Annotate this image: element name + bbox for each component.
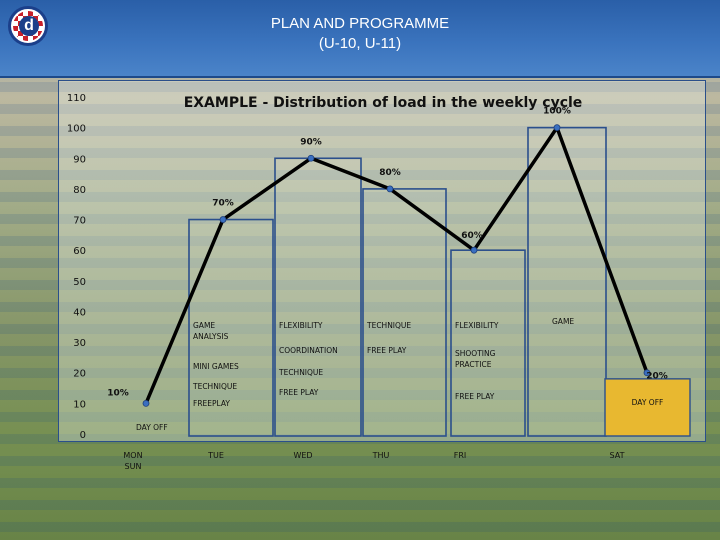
x-tick-label: FRI	[454, 451, 467, 460]
x-tick-label: TUE	[207, 451, 224, 460]
bar-activity-label: FREE PLAY	[367, 346, 407, 355]
bar-activity-label: TECHNIQUE	[366, 321, 411, 330]
y-tick-label: 80	[73, 185, 86, 196]
bar-activity-label: COORDINATION	[279, 346, 338, 355]
activity-line: FREE PLAY	[279, 388, 319, 397]
activity-line: DAY OFF	[136, 423, 168, 432]
activity-line: TECHNIQUE	[278, 368, 323, 377]
y-tick-label: 90	[73, 154, 86, 165]
x-tick-label: THU	[372, 451, 390, 460]
data-point	[142, 399, 150, 407]
x-tick-line: MON	[123, 451, 142, 460]
bars-layer: DAY OFF GAME ANALYSIS MINI GAMES TECHNIQUE FR…	[136, 126, 691, 437]
page-title: PLAN AND PROGRAMME (U-10, U-11)	[0, 14, 720, 54]
activity-line: FLEXIBILITY	[455, 321, 499, 330]
bar-fri	[450, 249, 526, 437]
background-photo	[0, 60, 720, 540]
y-tick-label: 50	[73, 277, 86, 288]
bar-activity-label: FLEXIBILITY	[455, 321, 499, 330]
data-point	[643, 369, 651, 377]
x-tick-line: SAT	[610, 451, 625, 460]
bar-day-off	[604, 378, 691, 437]
data-label: 10%	[107, 388, 129, 398]
bar-activity-label: FREE PLAY	[279, 388, 319, 397]
y-tick-label: 0	[80, 430, 86, 441]
chart-title-rest: - Distribution of load in the weekly cyc…	[258, 95, 583, 111]
title-line-2: (U-10, U-11)	[318, 35, 402, 52]
bar-activity-label: DAY OFF	[136, 423, 168, 432]
activity-line: FREE PLAY	[455, 392, 495, 401]
data-label: 70%	[212, 199, 234, 209]
series-layer: 10% 70% 90% 80% 60% 100% 20%	[107, 107, 668, 407]
data-point	[386, 185, 394, 193]
y-tick-label: 70	[73, 216, 86, 227]
chart-title-bold: EXAMPLE	[184, 95, 258, 111]
x-tick-label: WED	[293, 451, 312, 460]
activity-line: PRACTICE	[455, 360, 492, 369]
activity-line: FREEPLAY	[193, 399, 230, 408]
bar-activity-label: MINI GAMES	[193, 362, 239, 371]
bar-activity-label: FLEXIBILITY	[279, 321, 323, 330]
y-tick-label: 60	[73, 246, 86, 257]
bar-sat	[527, 126, 607, 437]
activity-line: ANALYSIS	[193, 332, 229, 341]
activity-line: GAME	[552, 317, 574, 326]
y-tick-label: 110	[67, 93, 86, 104]
activity-line: TECHNIQUE	[192, 382, 237, 391]
bar-activity-label: TECHNIQUE	[278, 368, 323, 377]
activity-line: MINI GAMES	[193, 362, 239, 371]
data-point	[470, 246, 478, 254]
x-axis: MON SUN TUE WED THU FRI SAT	[123, 451, 624, 471]
slide-header: d PLAN AND PROGRAMME (U-10, U-11)	[0, 0, 720, 78]
data-label: 80%	[379, 168, 401, 178]
bar-tue	[188, 218, 274, 437]
x-tick-line: FRI	[454, 451, 467, 460]
activity-line: GAME	[193, 321, 215, 330]
data-label: 100%	[543, 107, 571, 117]
activity-line: DAY OFF	[632, 398, 664, 407]
x-tick-line: WED	[293, 451, 312, 460]
x-tick-label: SAT	[610, 451, 625, 460]
x-tick-line: TUE	[207, 451, 224, 460]
activity-line: SHOOTING	[455, 349, 496, 358]
y-tick-label: 40	[73, 307, 86, 318]
y-axis: 0 10 20 30 40 50 60 70 80 90 100 110	[67, 93, 86, 441]
club-logo: d	[8, 6, 48, 46]
activity-line: TECHNIQUE	[366, 321, 411, 330]
bar-thu	[362, 188, 447, 437]
logo-letter: d	[19, 16, 39, 36]
activity-line: FREE PLAY	[367, 346, 407, 355]
chart-frame	[58, 80, 706, 442]
bar-activity-label: GAME	[552, 317, 574, 326]
bar-activity-label: SHOOTING PRACTICE	[455, 349, 496, 369]
x-tick-label: MON SUN	[123, 451, 142, 471]
activity-line: FLEXIBILITY	[279, 321, 323, 330]
bar-activity-label: TECHNIQUE	[192, 382, 237, 391]
y-tick-label: 30	[73, 338, 86, 349]
data-point	[553, 124, 561, 132]
chart-title: EXAMPLE - Distribution of load in the we…	[184, 95, 583, 111]
data-label: 20%	[646, 372, 668, 382]
x-tick-line: THU	[372, 451, 390, 460]
x-tick-line: SUN	[125, 462, 142, 471]
bar-activity-label: FREEPLAY	[193, 399, 230, 408]
data-point	[307, 154, 315, 162]
y-tick-label: 20	[73, 369, 86, 380]
bar-activity-label: DAY OFF	[632, 398, 664, 407]
bar-activity-label: GAME ANALYSIS	[193, 321, 229, 341]
data-label: 60%	[461, 231, 483, 241]
title-line-1: PLAN AND PROGRAMME	[270, 15, 450, 32]
data-point	[219, 216, 227, 223]
bar-wed	[274, 157, 362, 437]
data-label: 90%	[300, 137, 322, 147]
bar-activity-label: FREE PLAY	[455, 392, 495, 401]
y-tick-label: 10	[73, 399, 86, 410]
y-tick-label: 100	[67, 124, 86, 135]
activity-line: COORDINATION	[279, 346, 338, 355]
